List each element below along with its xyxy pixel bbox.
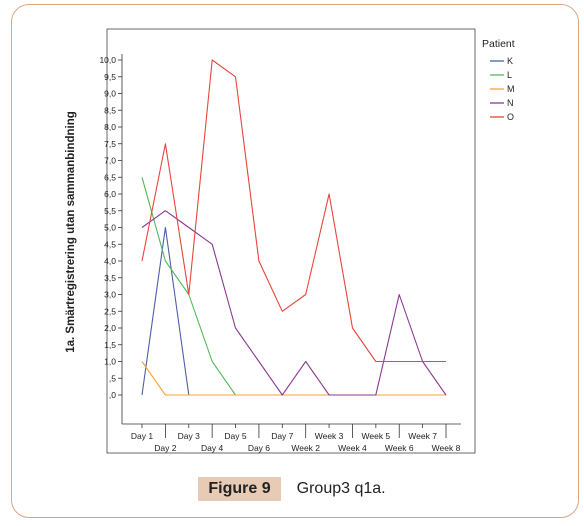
figure-number: Figure 9 (198, 477, 281, 501)
series-lines (141, 59, 447, 396)
y-tick-label: 1,5 (104, 340, 116, 350)
y-tick-label: ,0 (109, 390, 116, 400)
y-tick-label: 7,5 (104, 139, 116, 149)
series-line-k (141, 226, 190, 396)
x-tick-label: Day 7 (271, 431, 293, 441)
y-tick-label: 7,0 (104, 156, 116, 166)
x-tick-label: Week 4 (338, 443, 367, 453)
axes: 10,0 9,5 9,0 8,5 8,0 7,5 7,0 6,5 6,0 5,5 5,0 4,5 4,0… (99, 54, 461, 453)
x-tick-label: Day 6 (248, 443, 270, 453)
y-tick-label: 9,0 (104, 89, 116, 99)
y-tick-label: 2,0 (104, 323, 116, 333)
x-tick-label: Week 2 (291, 443, 320, 453)
legend-title: Patient (482, 38, 515, 50)
y-tick-label: 1,0 (104, 357, 116, 367)
x-tick-label: Week 7 (408, 431, 437, 441)
x-tick-label: Day 1 (131, 431, 153, 441)
legend-label-m: M (507, 84, 515, 94)
x-tick-label: Week 8 (432, 443, 461, 453)
figure-caption: Figure 9 Group3 q1a. (0, 477, 584, 501)
series-line-o (141, 59, 446, 363)
y-tick-label: 3,0 (104, 290, 116, 300)
y-tick-label: 6,5 (104, 172, 116, 182)
y-tick-label: 8,0 (104, 122, 116, 132)
legend-label-l: L (507, 70, 512, 80)
legend-label-n: N (507, 98, 514, 108)
legend-label-k: K (507, 56, 513, 66)
x-tick-label: Day 3 (178, 431, 200, 441)
y-tick-label: 5,5 (104, 206, 116, 216)
y-tick-label: 9,5 (104, 72, 116, 82)
y-axis-label: 1a. Smärtregistrering utan sammanbindnin… (65, 111, 77, 353)
series-line-m (141, 361, 446, 396)
caption-text: Group3 q1a. (296, 480, 386, 497)
series-line-n (141, 210, 447, 396)
y-tick-label: 10,0 (99, 55, 116, 65)
y-tick-label: 3,5 (104, 273, 116, 283)
x-tick-label: Week 3 (315, 431, 344, 441)
y-tick-label: 2,5 (104, 306, 116, 316)
y-tick-label: 8,5 (104, 105, 116, 115)
y-tick-label: 4,0 (104, 256, 116, 266)
plot-outer-box (106, 28, 476, 454)
y-tick-label: 4,5 (104, 239, 116, 249)
legend-label-o: O (507, 112, 514, 122)
x-tick-label: Day 2 (154, 443, 176, 453)
x-tick-label: Day 5 (224, 431, 246, 441)
y-tick-label: 5,0 (104, 223, 116, 233)
x-tick-label: Week 5 (362, 431, 391, 441)
x-tick-label: Day 4 (201, 443, 223, 453)
y-tick-label: 6,0 (104, 189, 116, 199)
x-tick-label: Week 6 (385, 443, 414, 453)
y-tick-label: ,5 (109, 373, 116, 383)
